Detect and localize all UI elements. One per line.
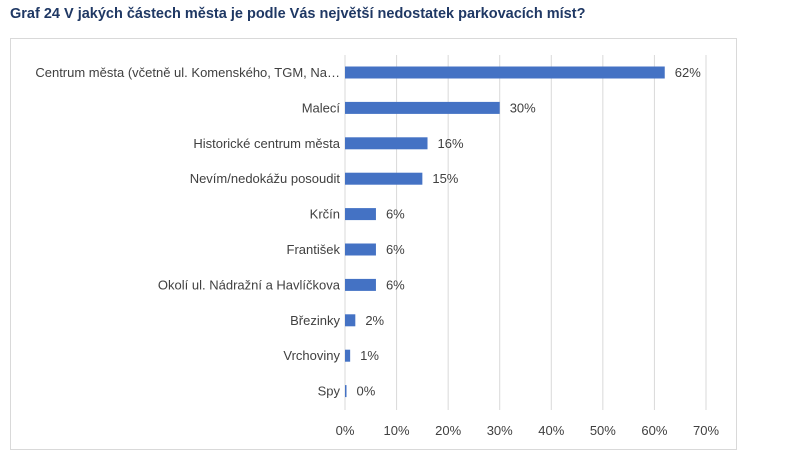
bar [345, 243, 376, 256]
bar [345, 208, 376, 221]
value-label: 0% [357, 384, 376, 399]
value-label: 1% [360, 348, 379, 363]
bar [345, 66, 665, 79]
value-labels: 62% 30% 16% 15% 6% 6% 6% 2% 1% 0% [357, 65, 702, 399]
value-label: 6% [386, 277, 405, 292]
x-tick-label: 20% [435, 423, 461, 438]
category-label: Krčín [310, 207, 340, 222]
category-label: Okolí ul. Nádražní a Havlíčkova [158, 277, 341, 292]
value-label: 6% [386, 242, 405, 257]
value-label: 62% [675, 65, 701, 80]
chart-frame [10, 38, 737, 450]
category-label: Malecí [302, 100, 341, 115]
value-label: 16% [438, 136, 464, 151]
x-tick-label: 40% [538, 423, 564, 438]
category-label: Březinky [290, 313, 340, 328]
value-label: 6% [386, 207, 405, 222]
gridlines [344, 55, 707, 410]
x-tick-label: 70% [693, 423, 719, 438]
category-label: Spy [318, 384, 341, 399]
value-label: 30% [510, 100, 536, 115]
x-tick-labels: 0% 10% 20% 30% 40% 50% 60% 70% [336, 423, 720, 438]
bar [345, 385, 347, 398]
category-labels: Centrum města (včetně ul. Komenského, TG… [35, 65, 340, 399]
value-label: 15% [432, 171, 458, 186]
bar [345, 349, 351, 362]
chart-title: Graf 24 V jakých částech města je podle … [10, 6, 586, 22]
x-tick-label: 10% [384, 423, 410, 438]
bar [345, 314, 356, 327]
bar [345, 172, 423, 185]
category-label: Centrum města (včetně ul. Komenského, TG… [35, 65, 340, 80]
x-tick-label: 60% [641, 423, 667, 438]
category-label: Historické centrum města [193, 136, 340, 151]
x-tick-label: 30% [487, 423, 513, 438]
x-tick-label: 0% [336, 423, 355, 438]
bar [345, 278, 376, 291]
bar [345, 137, 428, 150]
value-label: 2% [365, 313, 384, 328]
bar [345, 101, 500, 114]
bars [345, 66, 665, 398]
category-label: František [287, 242, 341, 257]
category-label: Vrchoviny [283, 348, 340, 363]
category-label: Nevím/nedokážu posoudit [190, 171, 341, 186]
x-tick-label: 50% [590, 423, 616, 438]
